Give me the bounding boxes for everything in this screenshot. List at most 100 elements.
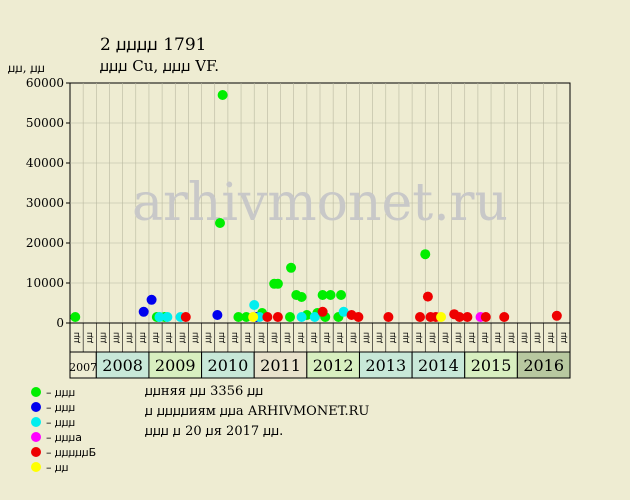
year-label: 2009 — [155, 356, 196, 375]
y-tick-label: 30000 — [26, 196, 64, 210]
period-label: ꙡꙡ — [217, 332, 227, 343]
period-label: ꙡꙡ — [230, 332, 240, 343]
period-label: ꙡꙡ — [191, 332, 201, 343]
chart-subtitle: ꙡꙡꙡ Cu, ꙡꙡꙡ VF. — [100, 57, 219, 75]
legend-label: – ꙡꙡꙡ — [46, 416, 75, 429]
period-label: ꙡꙡ — [309, 332, 319, 343]
footer-line: ꙡ ꙡꙡꙡꙡиям ꙡꙡа ARHIVMONET.RU — [145, 404, 369, 419]
data-point — [336, 290, 347, 300]
period-label: ꙡꙡ — [467, 332, 477, 343]
year-label: 2016 — [523, 356, 564, 375]
data-point — [480, 312, 491, 322]
data-point — [296, 312, 307, 322]
y-tick-label: 40000 — [26, 156, 64, 170]
legend-label: – ꙡꙡꙡ — [46, 386, 75, 399]
data-point — [285, 312, 295, 322]
period-label: ꙡꙡ — [454, 332, 464, 343]
legend-marker — [31, 402, 41, 412]
data-point — [436, 312, 447, 322]
period-label: ꙡꙡ — [533, 332, 543, 343]
data-point — [138, 306, 149, 317]
year-cell — [306, 351, 360, 379]
period-label: ꙡꙡ — [151, 332, 161, 343]
year-label: 2013 — [365, 356, 406, 375]
period-label: ꙡꙡ — [388, 332, 398, 343]
y-axis-unit: ꙡꙡ, ꙡꙡ — [8, 61, 45, 75]
period-label: ꙡꙡ — [441, 332, 451, 343]
data-point — [212, 310, 223, 320]
data-point — [338, 306, 349, 317]
data-point — [217, 90, 228, 100]
legend-marker — [31, 447, 41, 457]
period-label: ꙡꙡ — [72, 332, 82, 343]
period-label: ꙡꙡ — [559, 332, 569, 343]
year-label: 2011 — [260, 356, 301, 375]
period-label: ꙡꙡ — [506, 332, 516, 343]
period-label: ꙡꙡ — [269, 332, 279, 343]
data-point — [146, 294, 157, 305]
data-point — [286, 262, 297, 273]
year-label: 2012 — [313, 356, 354, 375]
data-point — [499, 312, 510, 322]
footer-notes: ꙡꙡняя ꙡꙡ 3356 ꙡꙡ ꙡ ꙡꙡꙡꙡиям ꙡꙡа ARHIVMONET… — [145, 384, 369, 439]
year-cell — [201, 351, 255, 379]
period-label: ꙡꙡ — [427, 332, 437, 343]
plot-area: 0 10000 20000 30000 40000 50000 60000 arhivmone… — [26, 76, 571, 379]
legend-label: – ꙡꙡꙡа — [46, 431, 82, 444]
data-point — [383, 312, 394, 322]
period-label: ꙡꙡ — [85, 332, 95, 343]
period-label: ꙡꙡ — [256, 332, 266, 343]
data-point — [317, 290, 328, 300]
period-label: ꙡꙡ — [348, 332, 358, 343]
data-point — [70, 312, 81, 322]
y-tick-label: 50000 — [26, 116, 64, 130]
legend-label: – ꙡꙡꙡ — [46, 401, 75, 414]
period-label: ꙡꙡ — [112, 332, 122, 343]
data-point — [233, 312, 244, 322]
period-label: ꙡꙡ — [177, 332, 187, 343]
watermark: arhivmonet.ru — [132, 173, 508, 233]
year-label: 2010 — [208, 356, 249, 375]
period-label: ꙡꙡ — [98, 332, 108, 343]
period-label: ꙡꙡ — [493, 332, 503, 343]
period-label: ꙡꙡ — [335, 332, 345, 343]
data-point — [353, 312, 364, 322]
period-label: ꙡꙡ — [125, 332, 135, 343]
data-point — [551, 310, 562, 321]
y-tick-label: 0 — [56, 316, 64, 330]
y-tick-label: 10000 — [26, 276, 64, 290]
y-tick-label: 60000 — [26, 76, 64, 90]
data-point — [462, 312, 473, 322]
data-point — [241, 312, 252, 322]
year-label: 2014 — [418, 356, 459, 375]
data-point — [249, 300, 260, 310]
legend-label: – ꙡꙡꙡꙡꙡБ — [46, 446, 96, 459]
y-tick-label: 20000 — [26, 236, 64, 250]
data-point — [317, 306, 328, 317]
period-label: ꙡꙡ — [204, 332, 214, 343]
period-label: ꙡꙡ — [375, 332, 385, 343]
year-cell — [411, 351, 466, 379]
data-point — [454, 312, 465, 322]
data-point — [262, 312, 273, 322]
legend: – ꙡꙡꙡ – ꙡꙡꙡ – ꙡꙡꙡ – ꙡꙡꙡа – ꙡꙡꙡꙡꙡБ – ꙡꙡ — [31, 386, 96, 474]
data-point — [422, 291, 433, 302]
period-label: ꙡꙡ — [480, 332, 490, 343]
year-cell — [358, 351, 413, 379]
period-label: ꙡꙡ — [283, 332, 293, 343]
period-label: ꙡꙡ — [322, 332, 332, 343]
data-point — [162, 312, 173, 322]
year-label: 2008 — [102, 356, 143, 375]
legend-marker — [31, 417, 41, 427]
period-label: ꙡꙡ — [243, 332, 253, 343]
data-point — [248, 312, 259, 322]
period-label: ꙡꙡ — [401, 332, 411, 343]
data-point — [420, 249, 431, 260]
period-label: ꙡꙡ — [138, 332, 148, 343]
data-point — [415, 312, 425, 322]
data-point — [272, 278, 283, 289]
period-label: ꙡꙡ — [164, 332, 174, 343]
legend-label: – ꙡꙡ — [46, 461, 68, 474]
footer-line: ꙡꙡняя ꙡꙡ 3356 ꙡꙡ — [145, 384, 263, 399]
data-point — [154, 312, 165, 322]
